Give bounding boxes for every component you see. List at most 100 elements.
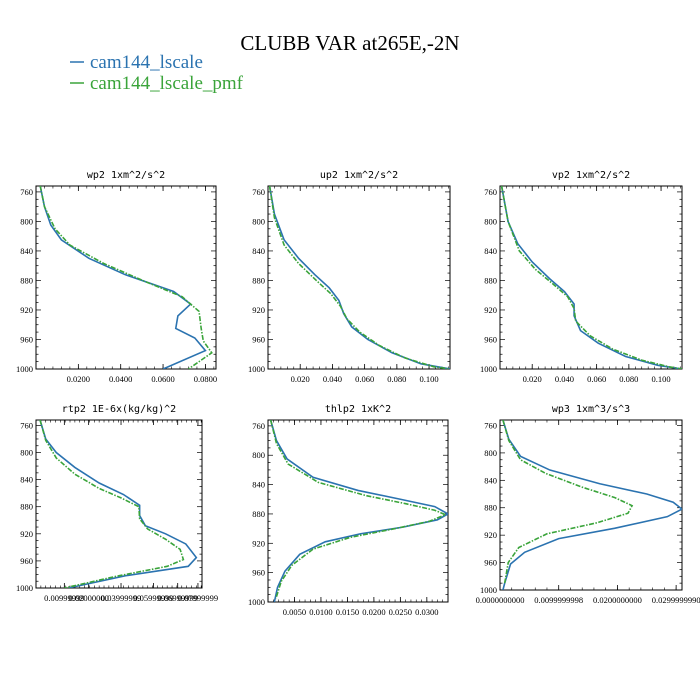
y-tick-label: 800 <box>20 216 33 226</box>
y-tick-label: 920 <box>252 538 265 548</box>
y-tick-label: 840 <box>252 246 265 256</box>
x-tick-label: 0.0299999990 <box>652 595 700 605</box>
panel-vp2: vp2 1xm^2/s^2 760 800 840 880 920 960 1000 0.020… <box>480 170 683 384</box>
y-tick-label: 760 <box>252 421 265 431</box>
y-tick-label: 880 <box>252 509 265 519</box>
y-tick-label: 960 <box>252 334 265 344</box>
y-tick-label: 840 <box>20 246 33 256</box>
y-tick-label: 760 <box>20 420 33 430</box>
y-tick-label: 880 <box>484 503 497 513</box>
x-tick-label: 0.0300 <box>415 607 438 617</box>
y-tick-label: 960 <box>484 558 497 568</box>
y-tick-label: 880 <box>484 275 497 285</box>
y-tick-label: 800 <box>484 448 497 458</box>
series-line-cam144-lscale <box>269 420 448 602</box>
y-tick-label: 1000 <box>16 583 33 593</box>
panel-title: vp2 1xm^2/s^2 <box>552 170 630 181</box>
series-line-cam144-lscale-pmf <box>39 186 213 369</box>
y-tick-label: 800 <box>252 450 265 460</box>
y-tick-label: 880 <box>20 502 33 512</box>
series-line-cam144-lscale-pmf <box>39 420 185 588</box>
y-tick-label: 1000 <box>248 364 265 374</box>
y-tick-label: 760 <box>20 187 33 197</box>
x-tick-label: 0.0600 <box>151 374 174 384</box>
y-tick-label: 1000 <box>16 364 33 374</box>
y-tick-label: 800 <box>20 448 33 458</box>
x-tick-label: 0.060 <box>355 374 374 384</box>
x-tick-label: 0.0200 <box>362 607 385 617</box>
panel-wp2: wp2 1xm^2/s^2 760 800 840 880 920 960 1000 0.020… <box>16 170 217 384</box>
series-line-cam144-lscale <box>39 420 198 588</box>
y-tick-label: 800 <box>252 216 265 226</box>
y-tick-label: 1000 <box>248 597 265 607</box>
series-line-cam144-lscale <box>500 186 682 369</box>
x-tick-label: 0.05999999 <box>133 593 173 603</box>
x-tick-label: 0.0250 <box>389 607 412 617</box>
y-tick-label: 1000 <box>480 364 497 374</box>
x-tick-label: 0.0200000000 <box>593 595 642 605</box>
legend-label-lscale: cam144_lscale <box>90 52 203 73</box>
y-tick-label: 960 <box>484 334 497 344</box>
y-tick-label: 880 <box>252 275 265 285</box>
panel-rtp2: rtp2 1E-6x(kg/kg)^2 760 800 840 880 920 960 100… <box>16 404 218 603</box>
x-tick-label: 0.0050 <box>283 607 306 617</box>
y-tick-label: 920 <box>20 305 33 315</box>
panel-title: wp3 1xm^3/s^3 <box>552 404 630 415</box>
x-tick-label: 0.06999999 <box>158 593 198 603</box>
y-tick-label: 760 <box>484 187 497 197</box>
x-tick-label: 0.02000000 <box>68 593 108 603</box>
y-tick-label: 960 <box>20 556 33 566</box>
y-tick-label: 840 <box>252 480 265 490</box>
y-tick-label: 920 <box>252 305 265 315</box>
figure-title: CLUBB VAR at265E,-2N <box>240 31 459 55</box>
x-tick-label: 0.0400 <box>109 374 132 384</box>
x-tick-label: 0.060 <box>587 374 606 384</box>
y-tick-label: 840 <box>20 475 33 485</box>
plot-frame <box>35 185 217 370</box>
x-tick-label: 0.100 <box>651 374 670 384</box>
x-tick-label: 0.040 <box>555 374 574 384</box>
series-line-cam144-lscale <box>268 186 450 369</box>
legend-label-lscale-pmf: cam144_lscale_pmf <box>90 73 244 94</box>
panel-up2: up2 1xm^2/s^2 760 800 840 880 920 960 1000 0.020… <box>248 170 451 384</box>
y-tick-label: 760 <box>252 187 265 197</box>
series-line-cam144-lscale <box>502 420 682 590</box>
x-tick-label: 0.080 <box>619 374 638 384</box>
series-line-cam144-lscale <box>39 186 207 369</box>
x-tick-label: 0.0800 <box>194 374 217 384</box>
x-tick-label: 0.020 <box>291 374 310 384</box>
x-tick-label: 0.07999999 <box>178 593 218 603</box>
x-tick-label: 0.00999999 <box>44 593 84 603</box>
x-tick-label: 0.03999999 <box>101 593 141 603</box>
x-tick-label: 0.040 <box>323 374 342 384</box>
y-tick-label: 960 <box>252 568 265 578</box>
x-tick-label: 0.0099999998 <box>534 595 583 605</box>
x-tick-label: 0.080 <box>387 374 406 384</box>
x-tick-label: 0.020 <box>523 374 542 384</box>
series-line-cam144-lscale-pmf <box>269 420 448 599</box>
y-tick-label: 920 <box>484 305 497 315</box>
x-tick-label: 0.100 <box>419 374 438 384</box>
y-tick-label: 880 <box>20 275 33 285</box>
y-tick-label: 960 <box>20 334 33 344</box>
panel-title: rtp2 1E-6x(kg/kg)^2 <box>62 404 176 415</box>
series-line-cam144-lscale-pmf <box>502 420 634 584</box>
panel-wp3: wp3 1xm^3/s^3 760 800 840 880 920 960 10000.000… <box>476 404 700 605</box>
panel-title: wp2 1xm^2/s^2 <box>87 170 165 181</box>
plot-frame <box>267 419 449 603</box>
plot-frame <box>499 185 683 370</box>
panel-title: up2 1xm^2/s^2 <box>320 170 398 181</box>
y-tick-label: 760 <box>484 420 497 430</box>
series-line-cam144-lscale-pmf <box>500 186 682 369</box>
y-tick-label: 920 <box>20 529 33 539</box>
y-tick-label: 1000 <box>480 585 497 595</box>
y-tick-label: 920 <box>484 530 497 540</box>
plot-frame <box>499 419 683 591</box>
series-line-cam144-lscale-pmf <box>268 186 450 369</box>
y-tick-label: 840 <box>484 475 497 485</box>
x-tick-label: 0.0150 <box>336 607 359 617</box>
x-tick-label: 0.0100 <box>309 607 332 617</box>
legend: cam144_lscale cam144_lscale_pmf <box>70 52 244 94</box>
